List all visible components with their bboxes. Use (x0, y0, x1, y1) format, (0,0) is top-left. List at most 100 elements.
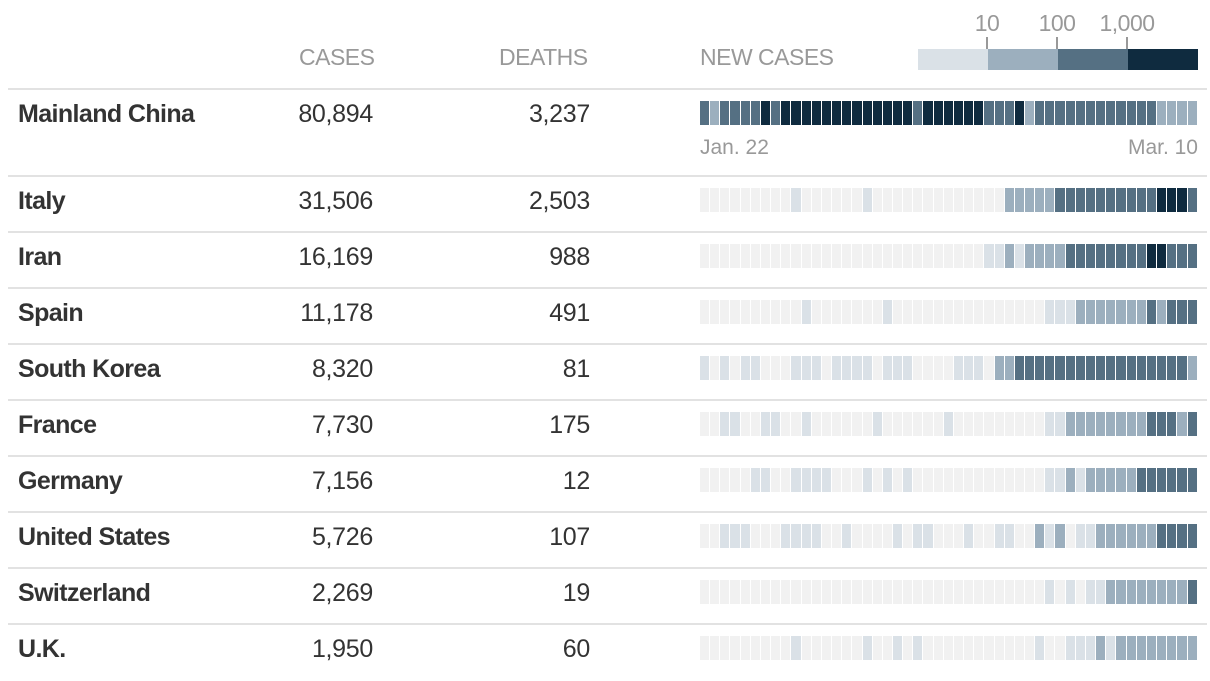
heatmap-cell (913, 412, 924, 436)
heatmap-cell (760, 101, 772, 125)
heatmap-cell (882, 101, 893, 125)
heatmap-cell (1045, 524, 1056, 548)
heatmap-cell (760, 412, 772, 436)
deaths-value: 2,503 (528, 187, 590, 215)
heatmap-cell (1025, 101, 1036, 125)
heatmap-cell (1136, 636, 1147, 660)
heatmap-cell (964, 356, 975, 380)
heatmap-cell (852, 101, 863, 125)
heatmap-cell (882, 524, 893, 548)
heatmap-cell (1126, 356, 1137, 380)
heatmap-cell (1025, 580, 1036, 604)
heatmap-cell (821, 412, 833, 436)
heatmap-cell (1106, 580, 1117, 604)
heatmap-cell (1167, 244, 1178, 268)
heatmap-cell (1035, 636, 1046, 660)
heatmap-cell (842, 356, 853, 380)
heatmap-cell (1096, 356, 1107, 380)
heatmap-cell (781, 356, 792, 380)
legend-swatch-4 (1128, 49, 1198, 70)
heatmap-cell (781, 101, 792, 125)
heatmap-cell (801, 244, 812, 268)
heatmap-cell (1004, 356, 1015, 380)
new-cases-strip (700, 300, 1198, 324)
heatmap-cell (781, 244, 792, 268)
heatmap-cell (872, 356, 883, 380)
heatmap-cell (1014, 356, 1025, 380)
heatmap-cell (1187, 300, 1198, 324)
heatmap-cell (1136, 101, 1147, 125)
heatmap-cell (974, 524, 985, 548)
heatmap-cell (1075, 188, 1086, 212)
heatmap-cell (842, 300, 853, 324)
heatmap-cell (1146, 468, 1158, 492)
heatmap-cell (943, 244, 954, 268)
heatmap-cell (700, 356, 711, 380)
heatmap-cell (781, 468, 792, 492)
heatmap-cell (771, 636, 782, 660)
heatmap-cell (872, 468, 883, 492)
heatmap-cell (700, 188, 711, 212)
heatmap-cell (1157, 636, 1168, 660)
heatmap-cell (781, 524, 792, 548)
heatmap-cell (852, 524, 863, 548)
table-row: Spain 11,178 491 (8, 287, 1207, 345)
heatmap-cell (1106, 524, 1117, 548)
heatmap-cell (710, 244, 721, 268)
heatmap-cell (862, 188, 873, 212)
heatmap-cell (801, 356, 812, 380)
heatmap-cell (1187, 468, 1198, 492)
heatmap-cell (1045, 101, 1056, 125)
heatmap-cell (1167, 636, 1178, 660)
heatmap-cell (913, 468, 924, 492)
heatmap-cell (1014, 636, 1025, 660)
heatmap-cell (811, 356, 822, 380)
heatmap-cell (1025, 524, 1036, 548)
heatmap-cell (1045, 356, 1056, 380)
heatmap-cell (1004, 412, 1015, 436)
heatmap-cell (1075, 356, 1086, 380)
header-new-cases: NEW CASES (700, 44, 834, 70)
heatmap-cell (862, 300, 873, 324)
heatmap-cell (852, 636, 863, 660)
new-cases-strip (700, 468, 1198, 492)
heatmap-cell (750, 244, 761, 268)
heatmap-cell (852, 188, 863, 212)
heatmap-cell (1187, 244, 1198, 268)
heatmap-cell (791, 300, 802, 324)
heatmap-cell (720, 300, 731, 324)
heatmap-cell (791, 580, 802, 604)
heatmap-cell (730, 580, 741, 604)
heatmap-cell (1035, 101, 1046, 125)
heatmap-cell (964, 300, 975, 324)
heatmap-cell (1065, 244, 1076, 268)
heatmap-cell (1096, 636, 1107, 660)
heatmap-cell (913, 580, 924, 604)
heatmap-cell (852, 356, 863, 380)
heatmap-cell (984, 468, 995, 492)
heatmap-cell (974, 468, 985, 492)
heatmap-cell (862, 468, 873, 492)
heatmap-cell (1187, 636, 1198, 660)
new-cases-strip (700, 356, 1198, 380)
table-row: Italy 31,506 2,503 (8, 175, 1207, 233)
heatmap-cell (892, 101, 904, 125)
heatmap-cell (862, 524, 873, 548)
heatmap-cell (943, 188, 954, 212)
heatmap-cell (1136, 412, 1147, 436)
cases-value: 11,178 (300, 299, 373, 327)
heatmap-cell (943, 300, 954, 324)
heatmap-cell (892, 524, 904, 548)
heatmap-cell (720, 524, 731, 548)
heatmap-cell (750, 356, 761, 380)
table-row: France 7,730 175 (8, 399, 1207, 457)
heatmap-cell (892, 300, 904, 324)
heatmap-cell (984, 244, 995, 268)
heatmap-cell (1096, 300, 1107, 324)
heatmap-cell (781, 580, 792, 604)
heatmap-cell (771, 300, 782, 324)
heatmap-cell (1075, 524, 1086, 548)
heatmap-cell (1085, 524, 1097, 548)
heatmap-cell (913, 636, 924, 660)
heatmap-cell (811, 580, 822, 604)
